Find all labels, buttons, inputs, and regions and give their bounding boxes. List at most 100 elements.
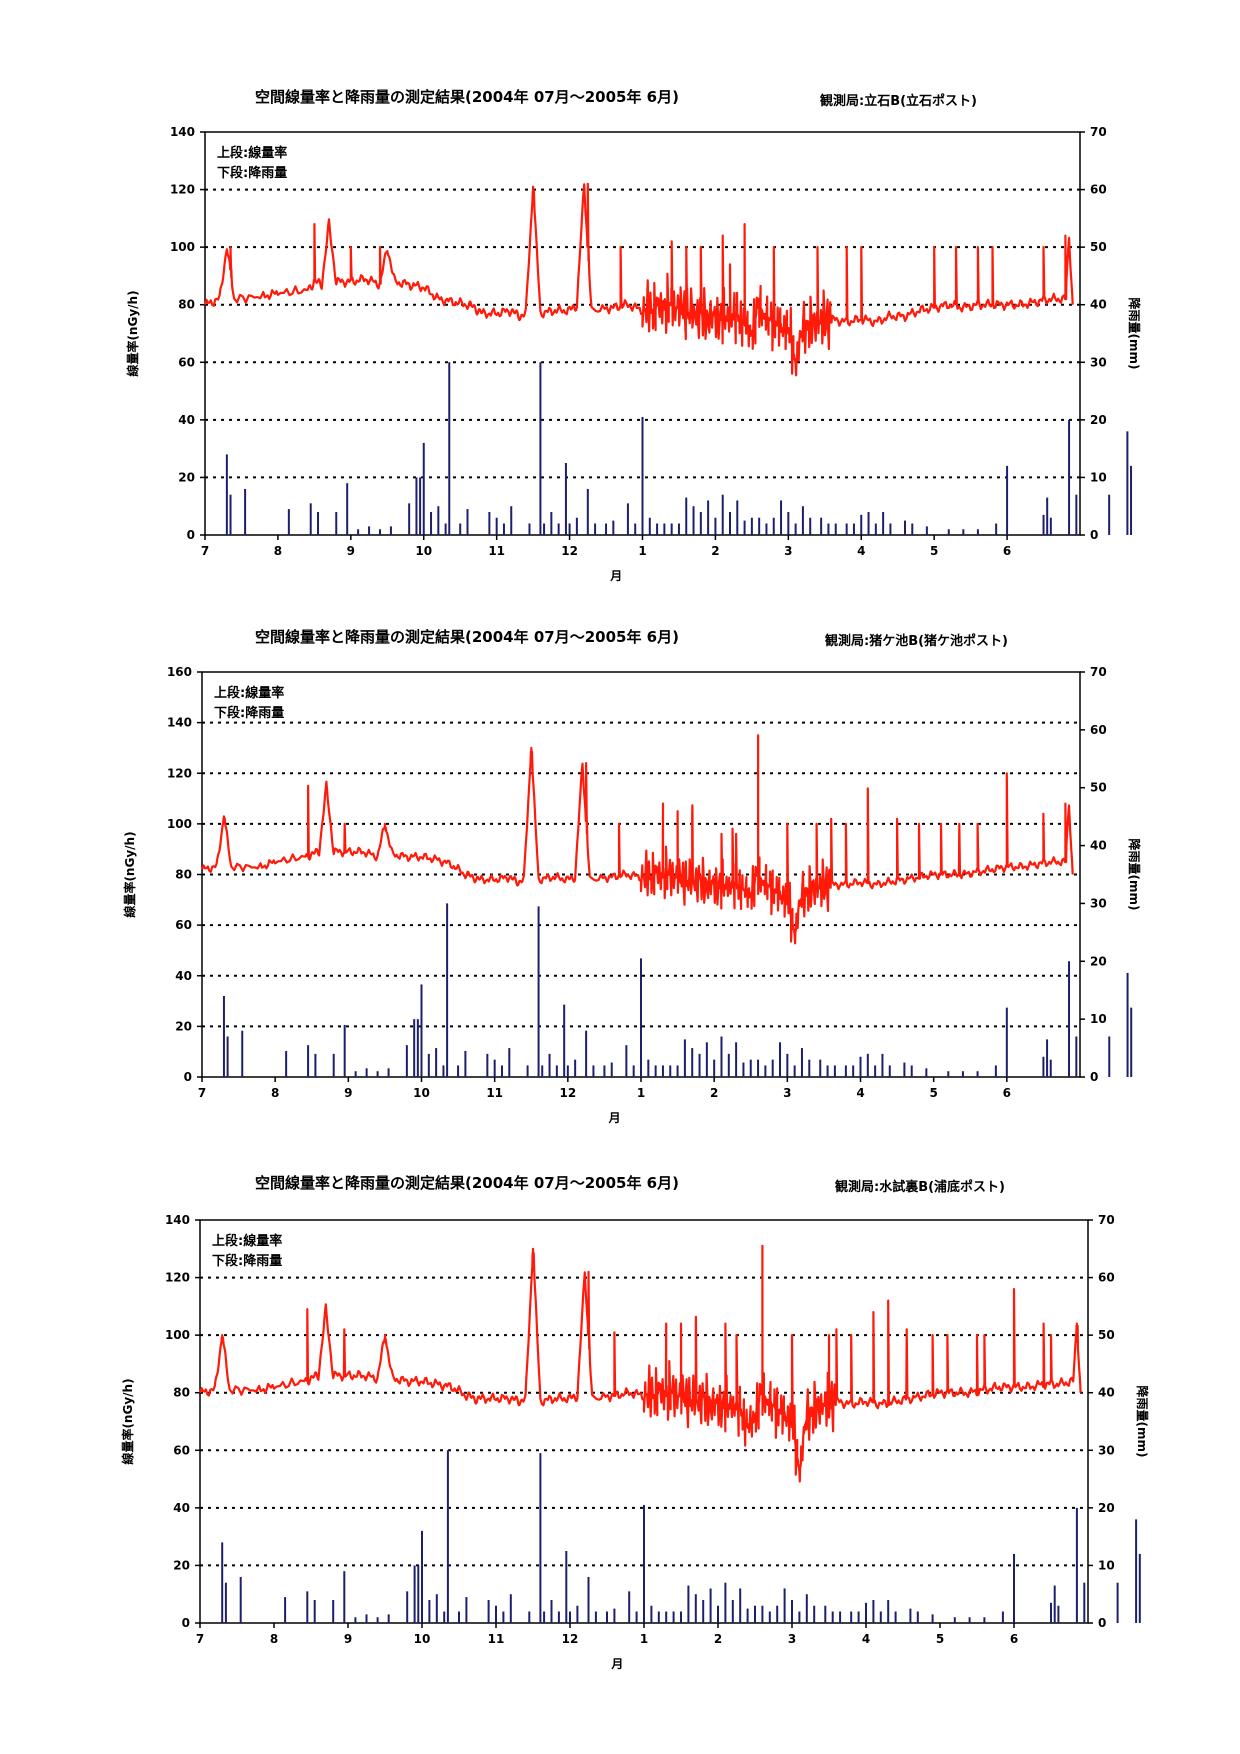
y-right-tick-label: 20 <box>1098 1501 1115 1515</box>
x-tick-label: 4 <box>856 1086 864 1100</box>
y-left-tick-label: 140 <box>167 716 192 730</box>
legend-entry: 上段:線量率 <box>212 1233 282 1249</box>
y-left-tick-label: 120 <box>167 766 192 780</box>
x-tick-label: 4 <box>862 1632 870 1646</box>
dose-rate-line <box>198 1244 1082 1483</box>
y-right-tick-label: 70 <box>1090 665 1107 679</box>
y-right-axis-label: 降雨量(mm) <box>1127 298 1142 370</box>
y-left-tick-label: 140 <box>165 1213 190 1227</box>
x-tick-label: 7 <box>198 1086 206 1100</box>
x-tick-label: 9 <box>347 544 355 558</box>
y-left-tick-label: 20 <box>173 1558 190 1572</box>
x-tick-label: 6 <box>1003 544 1011 558</box>
y-right-tick-label: 40 <box>1098 1386 1115 1400</box>
y-right-tick-label: 50 <box>1098 1328 1115 1342</box>
y-left-tick-label: 60 <box>178 355 195 369</box>
y-right-tick-label: 60 <box>1090 183 1107 197</box>
y-left-tick-label: 160 <box>167 665 192 679</box>
x-tick-label: 6 <box>1010 1632 1018 1646</box>
x-tick-label: 5 <box>936 1632 944 1646</box>
x-axis-label: 月 <box>610 1657 623 1671</box>
x-tick-label: 11 <box>486 1086 503 1100</box>
y-left-tick-label: 80 <box>173 1386 190 1400</box>
x-tick-label: 4 <box>857 544 865 558</box>
station-label: 観測局:猪ケ池B(猪ケ池ポスト) <box>825 634 1008 649</box>
x-tick-label: 7 <box>201 544 209 558</box>
y-left-tick-label: 0 <box>182 1616 190 1630</box>
y-right-tick-label: 30 <box>1090 896 1107 910</box>
chart-title: 空間線量率と降雨量の測定結果(2004年 07月～2005年 6月) <box>255 88 679 106</box>
y-left-tick-label: 0 <box>184 1070 192 1084</box>
y-left-axis-label: 線量率(nGy/h) <box>125 290 140 376</box>
y-right-tick-label: 40 <box>1090 298 1107 312</box>
x-tick-label: 12 <box>561 544 578 558</box>
station-label: 観測局:水試裏B(浦底ポスト) <box>835 1180 1005 1195</box>
legend-entry: 下段:降雨量 <box>217 165 287 181</box>
x-tick-label: 8 <box>274 544 282 558</box>
x-tick-label: 10 <box>413 1086 430 1100</box>
x-tick-label: 6 <box>1003 1086 1011 1100</box>
y-left-tick-label: 140 <box>170 125 195 139</box>
dose-rate-line <box>200 734 1074 945</box>
y-right-tick-label: 10 <box>1098 1558 1115 1572</box>
y-left-tick-label: 20 <box>178 470 195 484</box>
legend-entry: 上段:線量率 <box>214 685 284 701</box>
y-left-axis-label: 線量率(nGy/h) <box>122 831 137 917</box>
x-tick-label: 2 <box>714 1632 722 1646</box>
x-tick-label: 1 <box>638 544 646 558</box>
chart-panel-1: 空間線量率と降雨量の測定結果(2004年 07月～2005年 6月) 観測局:立… <box>0 70 1240 630</box>
y-right-axis-label: 降雨量(mm) <box>1127 839 1142 911</box>
y-right-tick-label: 60 <box>1090 723 1107 737</box>
x-tick-label: 2 <box>711 544 719 558</box>
y-left-tick-label: 40 <box>178 413 195 427</box>
x-tick-label: 5 <box>930 544 938 558</box>
x-tick-label: 5 <box>929 1086 937 1100</box>
y-left-tick-label: 100 <box>165 1328 190 1342</box>
y-right-tick-label: 10 <box>1090 1012 1107 1026</box>
legend-entry: 下段:降雨量 <box>212 1253 282 1269</box>
x-tick-label: 11 <box>488 544 505 558</box>
x-axis-label: 月 <box>609 569 622 583</box>
x-tick-label: 2 <box>710 1086 718 1100</box>
chart-panel-3: 空間線量率と降雨量の測定結果(2004年 07月～2005年 6月) 観測局:水… <box>0 1158 1240 1718</box>
y-right-tick-label: 0 <box>1090 1070 1098 1084</box>
y-left-tick-label: 60 <box>173 1443 190 1457</box>
x-tick-label: 12 <box>562 1632 579 1646</box>
y-left-axis-label: 線量率(nGy/h) <box>120 1378 135 1464</box>
y-left-tick-label: 120 <box>165 1271 190 1285</box>
legend-entry: 下段:降雨量 <box>214 705 284 721</box>
x-tick-label: 3 <box>784 544 792 558</box>
chart-panel-2: 空間線量率と降雨量の測定結果(2004年 07月～2005年 6月) 観測局:猪… <box>0 612 1240 1172</box>
y-left-tick-label: 120 <box>170 183 195 197</box>
x-tick-label: 8 <box>270 1632 278 1646</box>
x-tick-label: 7 <box>196 1632 204 1646</box>
dose-rate-line <box>203 182 1074 377</box>
y-right-tick-label: 70 <box>1090 125 1107 139</box>
chart-title: 空間線量率と降雨量の測定結果(2004年 07月～2005年 6月) <box>255 628 679 646</box>
y-right-tick-label: 20 <box>1090 954 1107 968</box>
y-left-tick-label: 80 <box>175 868 192 882</box>
x-axis-label: 月 <box>608 1111 621 1125</box>
x-tick-label: 10 <box>415 544 432 558</box>
y-right-tick-label: 0 <box>1098 1616 1106 1630</box>
station-label: 観測局:立石B(立石ポスト) <box>820 94 977 109</box>
y-left-tick-label: 80 <box>178 298 195 312</box>
y-right-tick-label: 0 <box>1090 528 1098 542</box>
x-tick-label: 12 <box>559 1086 576 1100</box>
y-right-axis-label: 降雨量(mm) <box>1135 1386 1150 1458</box>
x-tick-label: 3 <box>788 1632 796 1646</box>
y-left-tick-label: 40 <box>175 969 192 983</box>
legend-entry: 上段:線量率 <box>217 145 287 161</box>
x-tick-label: 9 <box>344 1086 352 1100</box>
y-right-tick-label: 50 <box>1090 240 1107 254</box>
y-right-tick-label: 40 <box>1090 839 1107 853</box>
x-tick-label: 3 <box>783 1086 791 1100</box>
y-left-tick-label: 100 <box>167 817 192 831</box>
y-right-tick-label: 30 <box>1098 1443 1115 1457</box>
y-left-tick-label: 100 <box>170 240 195 254</box>
y-right-tick-label: 50 <box>1090 781 1107 795</box>
y-right-tick-label: 10 <box>1090 470 1107 484</box>
y-right-tick-label: 20 <box>1090 413 1107 427</box>
